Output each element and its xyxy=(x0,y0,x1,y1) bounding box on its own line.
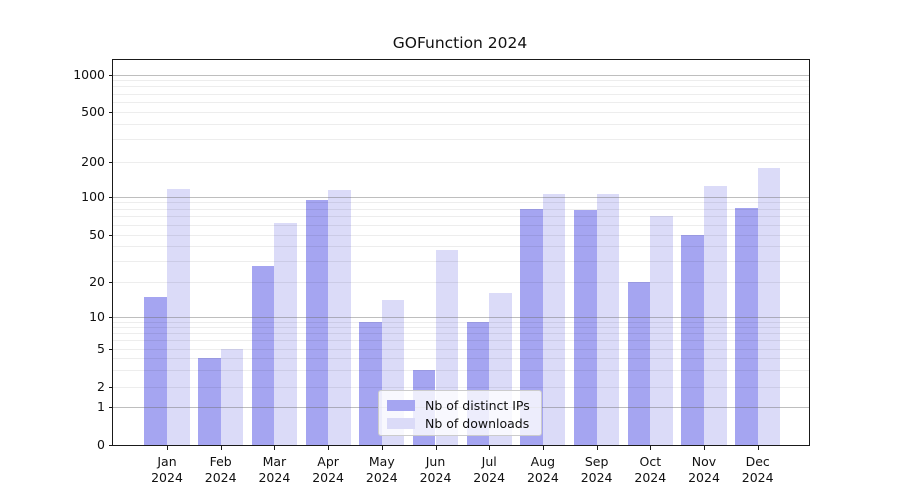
minor-gridline xyxy=(113,111,809,113)
plot-area: 0 1 2 5 10 20 50 100 200 500 1000 Jan 2024 Feb 2024 M… xyxy=(73,59,810,485)
x-axis-tick-label: Sep 2024 xyxy=(580,454,613,485)
y-axis-tick xyxy=(109,111,113,113)
bar-mar-downloads xyxy=(274,222,297,445)
bar-aug-downloads xyxy=(542,194,566,445)
legend-swatch-icon xyxy=(387,400,415,411)
bar-dec-downloads xyxy=(757,168,781,445)
x-axis-tick-label: Aug 2024 xyxy=(526,454,559,485)
y-axis-tick-label: 5 xyxy=(97,340,105,356)
x-axis-tick-label: Feb 2024 xyxy=(204,454,237,485)
minor-gridline xyxy=(113,139,809,141)
bar-aug-distinct-ips xyxy=(520,208,543,445)
legend: Nb of distinct IPs Nb of downloads xyxy=(378,390,542,436)
bar-nov-distinct-ips xyxy=(681,234,704,445)
y-axis-tick-label: 100 xyxy=(81,188,105,204)
y-axis-tick-label: 200 xyxy=(81,153,105,169)
x-axis-tick-label: Oct 2024 xyxy=(634,454,667,485)
x-axis-tick xyxy=(220,446,222,450)
minor-gridline xyxy=(113,101,809,103)
legend-item: Nb of downloads xyxy=(387,415,533,432)
bar-apr-distinct-ips xyxy=(305,200,329,445)
x-axis-tick xyxy=(757,446,759,450)
bar-sep-downloads xyxy=(596,194,620,445)
x-axis-tick xyxy=(542,446,544,450)
y-axis-tick xyxy=(109,282,113,283)
x-axis-tick-label: Jun 2024 xyxy=(419,454,452,485)
y-axis-tick-label: 0 xyxy=(97,437,105,452)
x-axis-tick xyxy=(167,446,168,450)
x-axis-tick xyxy=(328,446,330,450)
x-axis-tick xyxy=(274,446,276,450)
y-axis-tick-label: 500 xyxy=(81,103,105,119)
bar-nov-downloads xyxy=(704,185,727,445)
bar-apr-downloads xyxy=(328,190,351,445)
y-axis-tick xyxy=(109,407,113,408)
legend-swatch-icon xyxy=(387,418,415,429)
y-axis-tick-label: 1000 xyxy=(73,66,105,82)
y-axis-tick-label: 2 xyxy=(97,378,105,394)
minor-gridline xyxy=(113,161,809,163)
y-axis-tick-label: 1 xyxy=(97,399,105,414)
x-axis-tick xyxy=(381,446,383,450)
x-axis-tick-label: May 2024 xyxy=(365,454,398,485)
y-axis-tick xyxy=(109,74,113,76)
minor-gridline xyxy=(113,86,809,88)
y-axis-tick xyxy=(109,386,113,388)
y-axis-tick xyxy=(109,317,113,318)
x-axis-tick-label: Dec 2024 xyxy=(741,454,774,485)
x-axis-tick-label: Apr 2024 xyxy=(312,454,344,485)
bar-dec-distinct-ips xyxy=(735,208,758,445)
bar-mar-distinct-ips xyxy=(251,266,275,445)
y-axis-tick xyxy=(109,196,113,198)
major-gridline xyxy=(113,74,809,76)
x-axis-tick-label: Nov 2024 xyxy=(688,454,720,485)
bar-sep-distinct-ips xyxy=(574,210,597,445)
minor-gridline xyxy=(113,93,809,95)
bar-jan-distinct-ips xyxy=(144,296,167,445)
legend-label: Nb of downloads xyxy=(425,416,530,431)
minor-gridline xyxy=(113,80,809,82)
bar-feb-distinct-ips xyxy=(198,357,221,445)
y-axis-tick xyxy=(109,348,113,350)
x-axis-tick-label: Mar 2024 xyxy=(258,454,291,485)
bar-jan-downloads xyxy=(167,189,190,445)
x-axis-tick xyxy=(650,446,652,450)
y-axis-tick xyxy=(109,445,113,446)
y-axis-tick xyxy=(109,161,113,163)
y-axis-tick xyxy=(109,234,113,236)
y-axis-tick-label: 20 xyxy=(89,274,105,289)
chart-title: GOFunction 2024 xyxy=(392,34,528,52)
bar-oct-distinct-ips xyxy=(627,282,651,445)
legend-label: Nb of distinct IPs xyxy=(425,398,530,413)
x-axis-tick-label: Jul 2024 xyxy=(473,454,506,485)
bar-feb-downloads xyxy=(220,348,244,445)
x-axis-tick xyxy=(435,446,437,450)
y-axis-tick-label: 10 xyxy=(89,309,105,324)
x-axis-tick xyxy=(489,446,491,450)
y-axis-tick-label: 50 xyxy=(89,226,105,242)
x-axis-tick xyxy=(704,446,705,450)
legend-item: Nb of distinct IPs xyxy=(387,397,533,414)
minor-gridline xyxy=(113,123,809,125)
x-axis-tick-label: Jan 2024 xyxy=(151,454,183,485)
x-axis-tick xyxy=(596,446,598,450)
bar-may-distinct-ips xyxy=(359,321,382,445)
bar-oct-downloads xyxy=(650,216,673,445)
